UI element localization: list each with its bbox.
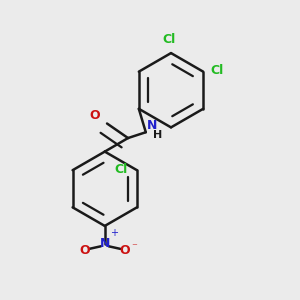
- Text: ⁻: ⁻: [131, 242, 137, 252]
- Text: O: O: [89, 109, 100, 122]
- Text: H: H: [153, 130, 162, 140]
- Text: Cl: Cl: [210, 64, 224, 76]
- Text: Cl: Cl: [115, 163, 128, 176]
- Text: O: O: [80, 244, 90, 257]
- Text: N: N: [146, 118, 157, 132]
- Text: Cl: Cl: [163, 33, 176, 46]
- Text: N: N: [100, 237, 110, 250]
- Text: +: +: [110, 228, 118, 238]
- Text: O: O: [119, 244, 130, 257]
